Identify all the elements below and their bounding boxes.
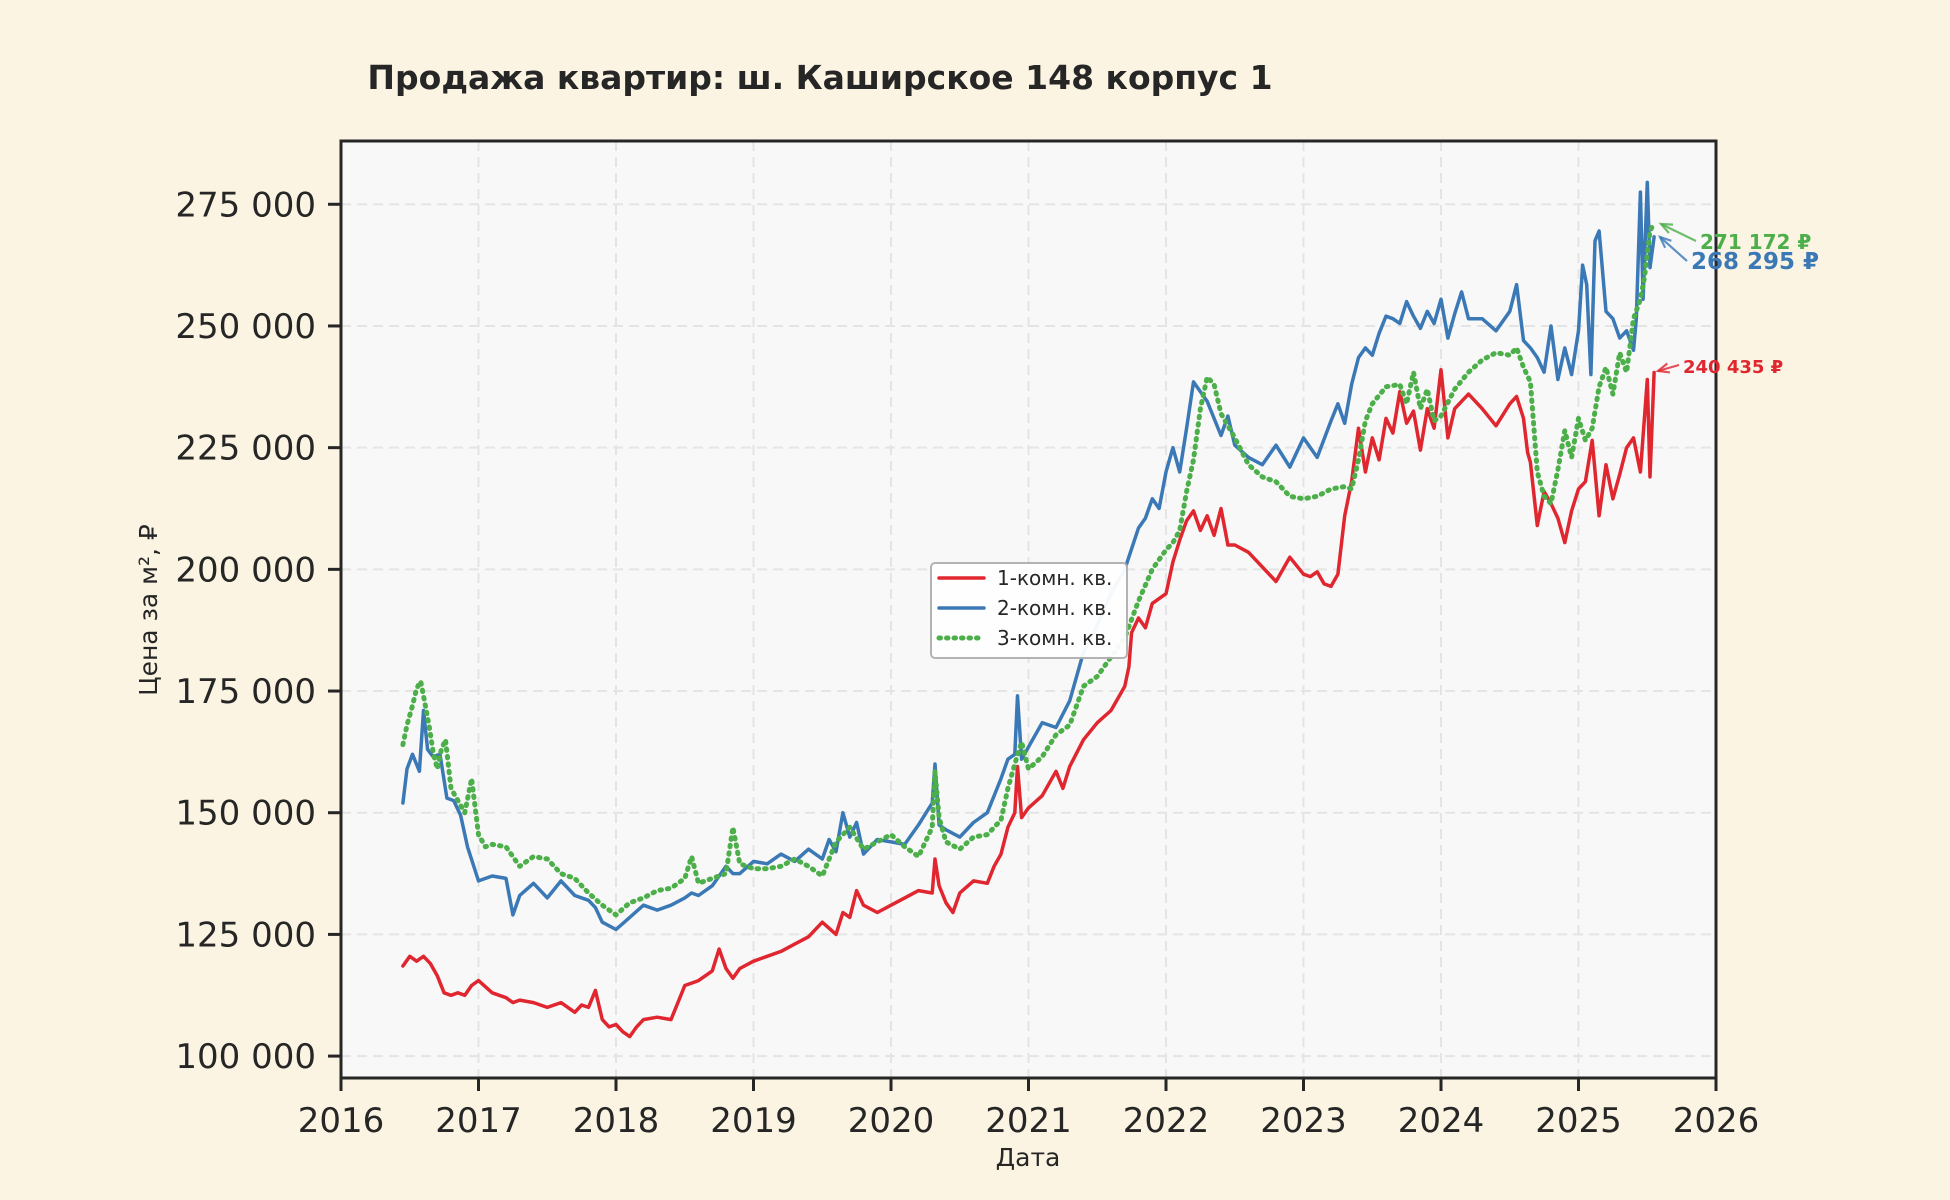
- axis-ticks: 2016 2017 2018 2019 2020 2021 2022 2023 2024 2025…: [175, 185, 1759, 1141]
- series-line-3-room: [400, 220, 1657, 918]
- x-tick-label: 2026: [1673, 1101, 1760, 1141]
- x-tick-label: 2021: [985, 1101, 1072, 1141]
- annotation-arrow: [1660, 223, 1697, 242]
- x-tick-label: 2024: [1398, 1101, 1485, 1141]
- chart-title: Продажа квартир: ш. Каширское 148 корпус…: [367, 58, 1272, 97]
- x-tick-label: 2022: [1123, 1101, 1210, 1141]
- annotation-label: 268 295 ₽: [1691, 249, 1819, 275]
- annotation-arrowhead: [1658, 222, 1674, 234]
- x-tick-label: 2020: [848, 1101, 935, 1141]
- y-tick-label: 100 000: [175, 1037, 316, 1077]
- annotation-arrow: [1657, 363, 1680, 373]
- annotation-1: 271 172 ₽: [1658, 222, 1811, 254]
- x-tick-label: 2023: [1260, 1101, 1347, 1141]
- legend-box: [930, 562, 1128, 659]
- legend-entry: 2-комн. кв.: [997, 596, 1112, 620]
- annotation-2: 268 295 ₽: [1657, 235, 1819, 275]
- y-tick-label: 200 000: [175, 550, 316, 590]
- x-tick-label: 2025: [1535, 1101, 1622, 1141]
- y-tick-label: 150 000: [175, 794, 316, 834]
- legend-entry: 1-комн. кв.: [997, 566, 1112, 590]
- x-tick-label: 2019: [710, 1101, 797, 1141]
- y-tick-label: 250 000: [175, 307, 316, 347]
- series-line-1-room: [401, 368, 1656, 1039]
- annotation-label: 271 172 ₽: [1700, 230, 1811, 254]
- annotation-arrow: [1659, 236, 1688, 262]
- y-tick-label: 125 000: [175, 915, 316, 955]
- annotation-arrowhead: [1655, 362, 1671, 374]
- x-tick-label: 2018: [573, 1101, 660, 1141]
- y-tick-label: 175 000: [175, 672, 316, 712]
- annotation-arrowhead: [1657, 235, 1672, 249]
- legend-entry: 3-комн. кв.: [997, 626, 1112, 650]
- x-tick-label: 2017: [435, 1101, 522, 1141]
- legend: 1-комн. кв. 2-комн. кв. 3-комн. кв.: [930, 562, 1128, 659]
- y-axis-label: Цена за м², ₽: [134, 524, 163, 696]
- y-tick-label: 275 000: [175, 185, 316, 225]
- annotation-3: 240 435 ₽: [1655, 357, 1783, 378]
- annotation-label: 240 435 ₽: [1683, 357, 1783, 378]
- last-value-annotations: 271 172 ₽268 295 ₽ 240 435 ₽: [1655, 222, 1819, 378]
- x-tick-label: 2016: [298, 1101, 385, 1141]
- y-tick-label: 225 000: [175, 429, 316, 469]
- x-axis-label: Дата: [996, 1143, 1061, 1172]
